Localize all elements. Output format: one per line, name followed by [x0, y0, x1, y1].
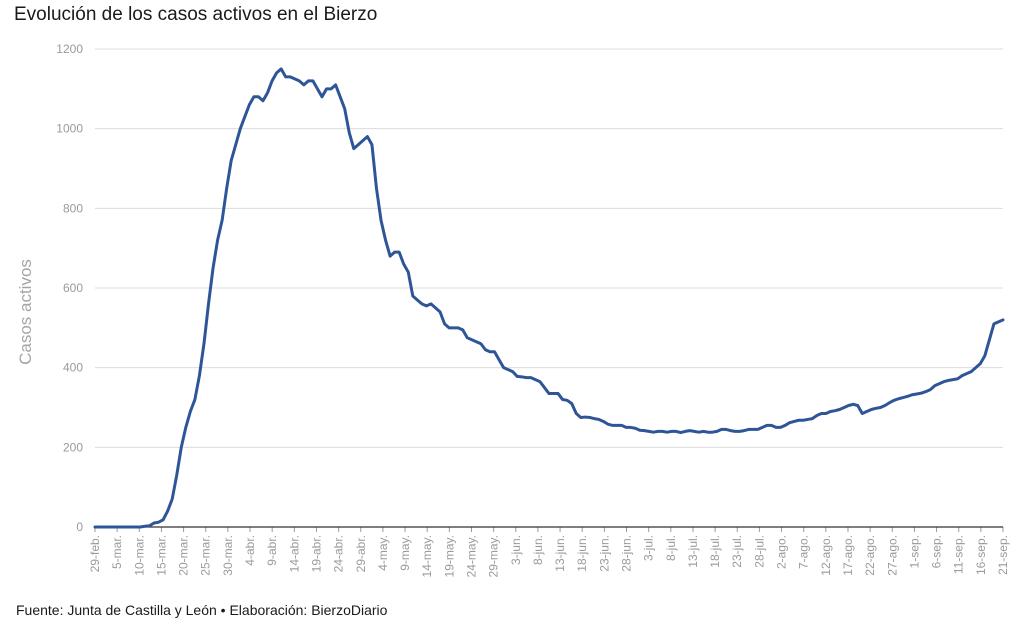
y-tick-label: 600 [63, 281, 83, 295]
x-tick-label: 19-abr. [309, 535, 323, 572]
x-tick-label: 22-ago. [863, 535, 877, 576]
x-tick-label: 29-may. [487, 535, 501, 577]
y-tick-label: 0 [76, 520, 83, 534]
x-tick-label: 8-jul. [664, 535, 678, 561]
x-tick-label: 20-mar. [177, 535, 191, 576]
x-tick-label: 15-mar. [154, 535, 168, 576]
y-tick-label: 800 [63, 201, 83, 215]
y-tick-label: 200 [63, 440, 83, 454]
x-tick-label: 12-ago. [819, 535, 833, 576]
y-tick-label: 1200 [56, 42, 83, 56]
x-tick-label: 5-mar. [110, 535, 124, 569]
x-tick-label: 17-ago. [841, 535, 855, 576]
x-tick-label: 25-mar. [199, 535, 213, 576]
x-tick-label: 8-jun. [531, 535, 545, 565]
x-axis-ticks: 29-feb. 5-mar. 10-mar. 15-mar. 20-mar. 25-mar… [88, 527, 1010, 577]
x-tick-label: 13-jun. [553, 535, 567, 572]
x-tick-label: 4-abr. [243, 535, 257, 566]
x-tick-label: 23-jun. [597, 535, 611, 572]
x-tick-label: 9-abr. [265, 535, 279, 566]
x-tick-label: 14-abr. [287, 535, 301, 572]
x-tick-label: 27-ago. [885, 535, 899, 576]
y-axis-label: Casos activos [16, 259, 35, 365]
x-tick-label: 18-jul. [708, 535, 722, 568]
x-tick-label: 18-jun. [575, 535, 589, 572]
x-tick-label: 14-may. [420, 535, 434, 577]
y-tick-label: 400 [63, 361, 83, 375]
x-tick-label: 3-jul. [642, 535, 656, 561]
x-tick-label: 6-sep. [930, 535, 944, 568]
x-tick-label: 29-abr. [354, 535, 368, 572]
x-tick-label: 7-ago. [797, 535, 811, 569]
x-tick-label: 30-mar. [221, 535, 235, 576]
x-tick-label: 11-sep. [952, 535, 966, 574]
source-note: Fuente: Junta de Castilla y León • Elabo… [16, 602, 388, 618]
chart-title: Evolución de los casos activos en el Bie… [14, 4, 378, 25]
x-tick-label: 13-jul. [686, 535, 700, 568]
gridlines [95, 48, 1003, 448]
x-tick-label: 29-feb. [88, 535, 102, 572]
x-tick-label: 28-jun. [620, 535, 634, 572]
x-tick-label: 19-may. [442, 535, 456, 577]
y-tick-label: 1000 [56, 122, 83, 136]
y-axis-ticks: 0 200 400 600 800 1000 1200 [56, 42, 83, 534]
x-tick-label: 16-sep. [974, 535, 988, 575]
x-tick-label: 24-abr. [332, 535, 346, 572]
x-tick-label: 4-may. [376, 535, 390, 571]
line-chart: 0 200 400 600 800 1000 1200 29-feb. 5-mar. 10-ma… [16, 42, 1010, 577]
x-tick-label: 9-may. [398, 535, 412, 571]
x-tick-label: 24-may. [464, 535, 478, 577]
x-tick-label: 28-jul. [752, 535, 766, 568]
series-line-casos-activos [93, 67, 1005, 529]
x-tick-label: 10-mar. [132, 535, 146, 576]
x-tick-label: 23-jul. [730, 535, 744, 568]
x-tick-label: 1-sep. [907, 535, 921, 568]
x-tick-label: 2-ago. [775, 535, 789, 569]
x-tick-label: 21-sep. [996, 535, 1010, 575]
x-tick-label: 3-jun. [509, 535, 523, 565]
